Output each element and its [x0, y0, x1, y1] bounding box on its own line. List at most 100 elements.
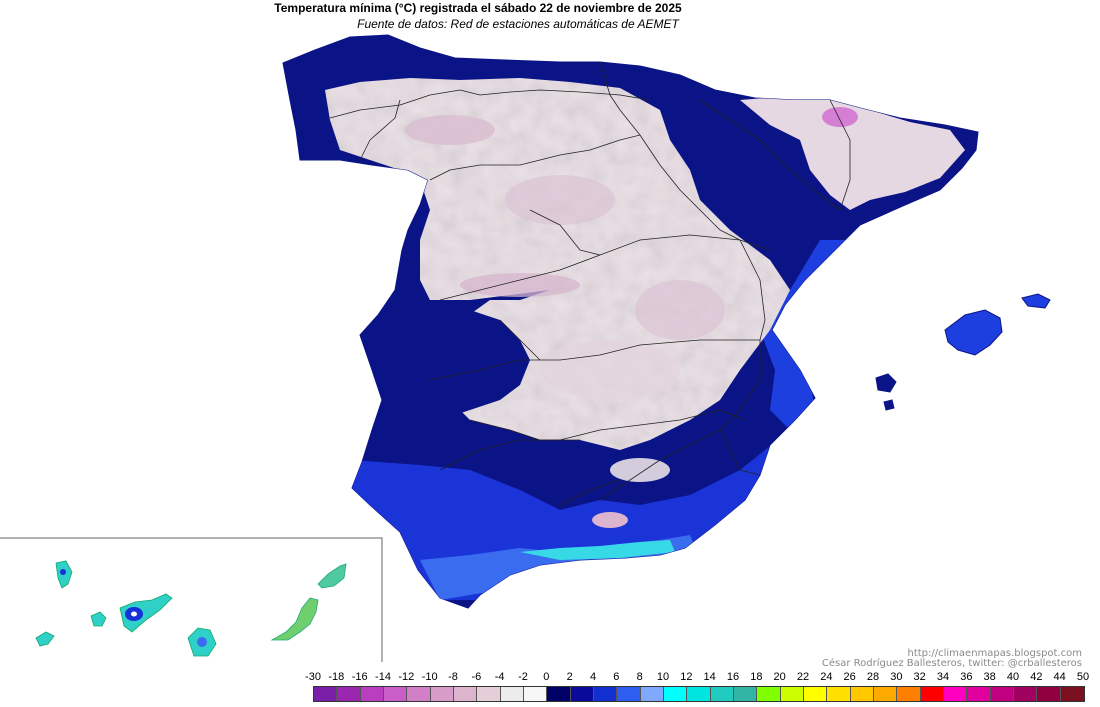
extremadura-cold — [370, 300, 530, 440]
legend-swatch — [967, 687, 991, 701]
legend-swatch — [360, 687, 384, 701]
mediterranean-blue-zone — [760, 240, 850, 430]
legend-tick-label: 26 — [843, 671, 856, 683]
navarra-magenta-frost — [822, 107, 858, 127]
legend-swatch — [640, 687, 664, 701]
legend-swatch — [733, 687, 758, 701]
legend-swatch — [687, 687, 711, 701]
legend-tick-label: 36 — [960, 671, 973, 683]
legend-swatch — [943, 687, 968, 701]
cuenca-frost — [635, 280, 725, 340]
sistema-central-frost — [460, 273, 580, 297]
legend-tick-label: 8 — [636, 671, 643, 683]
legend-tick-label: -2 — [518, 671, 528, 683]
legend-swatch — [850, 687, 874, 701]
legend-swatch — [477, 687, 501, 701]
legend-swatch — [1013, 687, 1038, 701]
sierra-sur-frost — [610, 458, 670, 482]
legend-swatch — [827, 687, 851, 701]
tenerife — [119, 593, 173, 633]
legend-tick-label: 34 — [936, 671, 950, 683]
legend-tick-label: 30 — [890, 671, 903, 683]
ebro-valley-cold — [660, 100, 850, 240]
legend-tick-label: 44 — [1053, 671, 1066, 683]
author-credit: César Rodríguez Ballesteros, twitter: @c… — [821, 658, 1082, 669]
legend-tick-label: 42 — [1030, 671, 1043, 683]
legend-tick-label: -16 — [351, 671, 368, 683]
legend-swatch — [780, 687, 804, 701]
iberian-peninsula — [282, 34, 979, 609]
mallorca — [944, 309, 1003, 356]
el-hierro — [35, 631, 55, 647]
formentera — [883, 399, 895, 411]
legend-swatch — [710, 687, 734, 701]
legend-tick-label: -8 — [448, 671, 458, 683]
legend-tick-label: -14 — [375, 671, 391, 683]
sierra-nevada-frost — [592, 512, 628, 528]
legend-tick-label: 4 — [589, 671, 597, 683]
legend-swatch — [663, 687, 688, 701]
mancha-frost — [540, 340, 680, 400]
legend-tick-label: 2 — [566, 671, 573, 683]
blog-url: http://climaenmapas.blogspot.com — [907, 648, 1082, 659]
legend-swatch — [990, 687, 1014, 701]
legend-tick-label: 0 — [543, 671, 550, 683]
legend-swatch — [383, 687, 408, 701]
fuerteventura — [270, 597, 319, 641]
legend-tick-label: 14 — [703, 671, 716, 683]
legend-swatch — [407, 687, 431, 701]
legend-tick-label: -12 — [398, 671, 415, 683]
color-legend — [313, 686, 1085, 702]
legend-tick-label: 20 — [773, 671, 786, 683]
legend-swatch — [803, 687, 828, 701]
legend-tick-label: 50 — [1076, 671, 1090, 683]
map-title: Temperatura mínima (°C) registrada el sá… — [274, 1, 682, 15]
inset-frame — [0, 537, 383, 662]
legend-tick-label: 32 — [913, 671, 926, 683]
legend-tick-label: 24 — [820, 671, 833, 683]
balearic-islands — [875, 293, 1051, 411]
legend-tick-label: -18 — [328, 671, 345, 683]
legend-swatch — [547, 687, 571, 701]
legend-tick-label: 10 — [656, 671, 670, 683]
costa-del-sol-cyan — [520, 540, 675, 560]
pyrenees-frost — [740, 96, 965, 210]
map-subtitle: Fuente de datos: Red de estaciones autom… — [357, 17, 679, 31]
legend-swatch — [1037, 687, 1061, 701]
legend-swatch — [920, 687, 944, 701]
legend-tick-label: -6 — [471, 671, 482, 683]
legend-swatch — [570, 687, 594, 701]
legend-swatch — [593, 687, 618, 701]
canary-islands-inset — [0, 537, 383, 662]
legend-swatch — [617, 687, 641, 701]
menorca — [1021, 293, 1051, 309]
legend-swatch — [1060, 687, 1084, 701]
legend-tick-label: -30 — [305, 671, 321, 683]
soria-frost — [505, 175, 615, 225]
la-gomera — [90, 611, 107, 627]
legend-labels: -30 -18 -16 -14 -12 -10 -8 -6 -4 -2 0 2 4 6 8 10 12 14 16 1… — [0, 671, 1100, 685]
region-boundaries — [329, 61, 851, 506]
legend-tick-label: 6 — [613, 671, 620, 683]
lanzarote — [317, 563, 347, 589]
legend-tick-label: -10 — [421, 671, 438, 683]
cataluna-coast-cold — [860, 150, 978, 225]
legend-swatch — [873, 687, 898, 701]
legend-swatch — [337, 687, 361, 701]
legend-tick-label: 12 — [680, 671, 693, 683]
legend-tick-label: -4 — [494, 671, 505, 683]
legend-tick-label: 28 — [866, 671, 880, 683]
legend-swatch — [500, 687, 524, 701]
legend-swatch — [897, 687, 921, 701]
legend-swatch — [314, 687, 338, 701]
legend-tick-label: 18 — [750, 671, 763, 683]
legend-tick-label: 38 — [983, 671, 996, 683]
legend-tick-label: 16 — [726, 671, 740, 683]
legend-swatch — [453, 687, 478, 701]
legend-swatch — [757, 687, 781, 701]
ibiza — [875, 373, 897, 393]
legend-tick-label: 40 — [1006, 671, 1020, 683]
leon-palencia-frost — [405, 115, 495, 145]
legend-swatch — [430, 687, 454, 701]
